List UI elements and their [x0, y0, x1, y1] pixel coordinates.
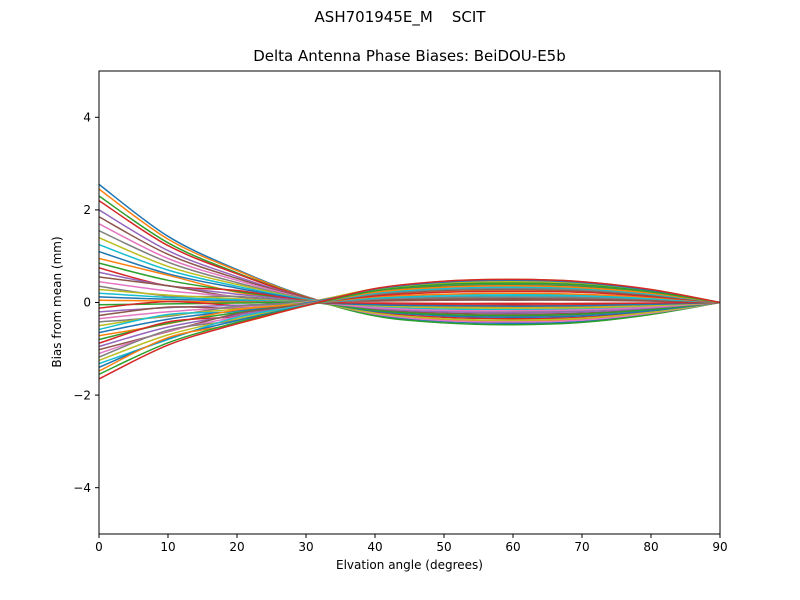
data-line	[99, 294, 720, 331]
x-tick-label: 30	[298, 540, 313, 554]
x-tick-label: 0	[95, 540, 103, 554]
x-tick-label: 90	[712, 540, 727, 554]
data-line	[99, 288, 720, 309]
x-tick-label: 50	[436, 540, 451, 554]
data-line	[99, 199, 720, 320]
data-line	[99, 250, 720, 319]
data-line	[99, 296, 720, 323]
data-line	[99, 271, 720, 314]
x-tick-label: 20	[229, 540, 244, 554]
axes-title: Delta Antenna Phase Biases: BeiDOU-E5b	[253, 47, 566, 65]
data-line	[99, 237, 720, 321]
data-lines	[99, 183, 720, 380]
data-line	[99, 285, 720, 372]
data-line	[99, 262, 720, 317]
x-tick-label: 70	[574, 540, 589, 554]
data-line	[99, 292, 720, 337]
y-tick-label: −4	[73, 481, 91, 495]
data-line	[99, 298, 720, 317]
x-axis-label: Elvation angle (degrees)	[336, 558, 483, 572]
data-line	[99, 290, 720, 344]
data-line	[99, 300, 720, 309]
x-tick-label: 40	[367, 540, 382, 554]
data-line	[99, 287, 720, 358]
data-line	[99, 278, 720, 380]
y-tick-label: 2	[83, 203, 91, 217]
data-line	[99, 282, 720, 375]
data-line	[99, 286, 720, 365]
y-tick-label: 4	[83, 111, 91, 125]
figure-title: ASH701945E_M SCIT	[314, 8, 486, 26]
x-tick-label: 10	[160, 540, 175, 554]
data-line	[99, 223, 720, 323]
data-line	[99, 243, 720, 311]
y-tick-label: −2	[73, 388, 91, 402]
data-line	[99, 195, 720, 326]
y-tick-label: 0	[83, 296, 91, 310]
x-tick-label: 80	[643, 540, 658, 554]
x-tick-label: 60	[505, 540, 520, 554]
data-line	[99, 280, 720, 312]
data-line	[99, 296, 720, 307]
